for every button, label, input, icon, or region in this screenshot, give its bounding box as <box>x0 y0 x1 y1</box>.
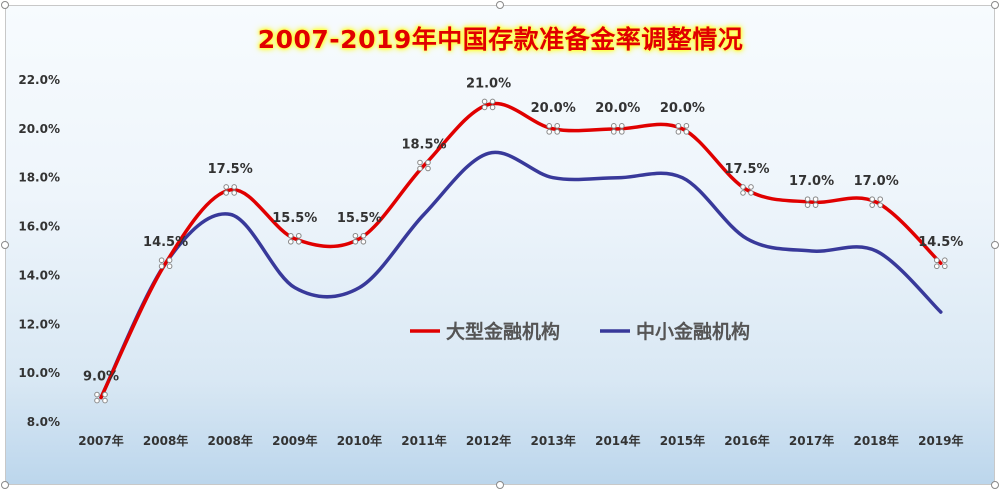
series-lines <box>99 101 943 400</box>
chart-frame[interactable] <box>5 5 995 485</box>
data-label: 9.0% <box>83 370 119 385</box>
y-tick-label: 14.0% <box>18 268 60 282</box>
data-point-markers <box>94 98 948 404</box>
data-point[interactable] <box>481 98 496 111</box>
data-point[interactable] <box>933 257 948 270</box>
x-tick-label: 2018年 <box>853 433 898 448</box>
resize-handle-middle-right[interactable] <box>991 241 999 249</box>
x-tick-label: 2013年 <box>530 433 575 448</box>
legend-item-2[interactable]: 中小金融机构 <box>600 320 750 343</box>
y-tick-label: 8.0% <box>27 415 60 429</box>
x-axis: 2007年 2008年 2008年 2009年 2010年 2011年 2012年 2013年… <box>78 433 963 448</box>
x-tick-label: 2012年 <box>466 433 511 448</box>
x-tick-label: 2017年 <box>789 433 834 448</box>
x-tick-label: 2007年 <box>78 433 123 448</box>
resize-handle-middle-left[interactable] <box>1 241 9 249</box>
resize-handle-top-center[interactable] <box>496 1 504 9</box>
data-point[interactable] <box>94 391 108 404</box>
y-tick-label: 18.0% <box>18 171 60 185</box>
resize-handle-bottom-right[interactable] <box>991 481 999 489</box>
data-label: 18.5% <box>401 138 446 153</box>
legend-item-1[interactable]: 大型金融机构 <box>410 320 560 343</box>
resize-handle-top-left[interactable] <box>1 1 9 9</box>
x-tick-label: 2011年 <box>401 433 446 448</box>
resize-handle-bottom-center[interactable] <box>496 481 504 489</box>
data-label: 20.0% <box>660 101 705 116</box>
data-point[interactable] <box>610 123 625 135</box>
data-label: 17.5% <box>724 162 769 177</box>
data-point[interactable] <box>675 123 690 135</box>
data-label: 20.0% <box>595 101 640 116</box>
data-label: 15.5% <box>272 211 317 226</box>
data-label: 21.0% <box>466 76 511 91</box>
y-tick-label: 12.0% <box>18 317 60 331</box>
x-tick-label: 2014年 <box>595 433 640 448</box>
y-tick-label: 22.0% <box>18 73 60 87</box>
x-tick-label: 2008年 <box>207 433 252 448</box>
data-point[interactable] <box>417 159 431 172</box>
x-tick-label: 2016年 <box>724 433 769 448</box>
x-tick-label: 2008年 <box>143 433 188 448</box>
data-point[interactable] <box>287 232 302 245</box>
x-tick-label: 2019年 <box>918 433 963 448</box>
data-label: 17.0% <box>789 174 834 189</box>
data-label: 15.5% <box>337 211 382 226</box>
x-tick-label: 2009年 <box>272 433 317 448</box>
data-point[interactable] <box>223 184 237 196</box>
series-line-2[interactable] <box>99 150 943 400</box>
data-label: 17.0% <box>854 174 899 189</box>
y-tick-label: 10.0% <box>18 366 60 380</box>
resize-handle-bottom-left[interactable] <box>1 481 9 489</box>
y-tick-label: 16.0% <box>18 220 60 234</box>
legend-label: 大型金融机构 <box>446 320 560 343</box>
y-axis: 8.0% 10.0% 12.0% 14.0% 16.0% 18.0% 20.0% 22.0% <box>18 73 60 429</box>
data-point[interactable] <box>158 257 173 270</box>
legend: 大型金融机构 中小金融机构 <box>410 320 750 343</box>
data-label: 20.0% <box>531 101 576 116</box>
y-tick-label: 20.0% <box>18 122 60 136</box>
data-label: 14.5% <box>918 235 963 250</box>
x-tick-label: 2015年 <box>660 433 705 448</box>
data-point[interactable] <box>546 123 561 135</box>
data-point[interactable] <box>869 196 884 208</box>
data-label: 17.5% <box>208 162 253 177</box>
data-point[interactable] <box>804 196 819 208</box>
data-point[interactable] <box>740 184 754 196</box>
data-labels: 9.0% 14.5% 17.5% 15.5% 15.5% 18.5% 21.0% 20.0% 2… <box>83 76 963 384</box>
resize-handle-top-right[interactable] <box>991 1 999 9</box>
chart-title: 2007-2019年中国存款准备金率调整情况 <box>257 25 744 54</box>
x-tick-label: 2010年 <box>337 433 382 448</box>
legend-label: 中小金融机构 <box>636 320 750 343</box>
data-label: 14.5% <box>143 235 188 250</box>
data-point[interactable] <box>352 232 367 245</box>
